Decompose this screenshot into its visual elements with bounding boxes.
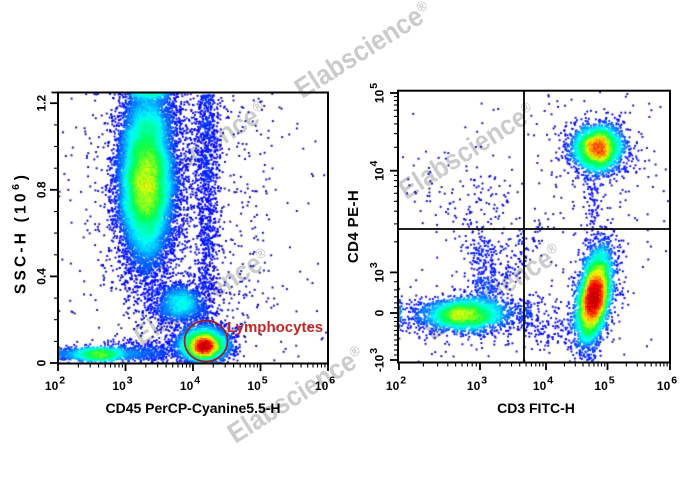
svg-text:102: 102 bbox=[386, 375, 406, 394]
svg-text:104: 104 bbox=[533, 375, 553, 394]
svg-text:1.2: 1.2 bbox=[35, 95, 49, 112]
svg-text:CD3 FITC-H: CD3 FITC-H bbox=[497, 400, 575, 416]
svg-text:0.4: 0.4 bbox=[35, 268, 49, 285]
svg-text:SSC-H (106): SSC-H (106) bbox=[10, 172, 30, 294]
svg-text:105: 105 bbox=[594, 375, 614, 394]
svg-text:104: 104 bbox=[368, 160, 387, 180]
svg-text:CD45 PerCP-Cyanine5.5-H: CD45 PerCP-Cyanine5.5-H bbox=[105, 400, 280, 416]
svg-text:103: 103 bbox=[368, 262, 387, 282]
svg-text:0: 0 bbox=[373, 309, 387, 316]
svg-text:104: 104 bbox=[180, 375, 200, 394]
svg-text:0: 0 bbox=[35, 359, 49, 366]
svg-text:103: 103 bbox=[467, 375, 487, 394]
svg-text:-103: -103 bbox=[368, 348, 387, 372]
svg-text:102: 102 bbox=[45, 375, 65, 394]
svg-text:0.8: 0.8 bbox=[35, 181, 49, 198]
svg-text:CD4 PE-H: CD4 PE-H bbox=[345, 190, 362, 263]
svg-text:105: 105 bbox=[368, 83, 387, 103]
svg-text:103: 103 bbox=[112, 375, 132, 394]
svg-text:Lymphocytes: Lymphocytes bbox=[227, 319, 323, 336]
svg-text:105: 105 bbox=[247, 375, 267, 394]
svg-text:106: 106 bbox=[315, 375, 335, 394]
svg-text:106: 106 bbox=[657, 375, 677, 394]
